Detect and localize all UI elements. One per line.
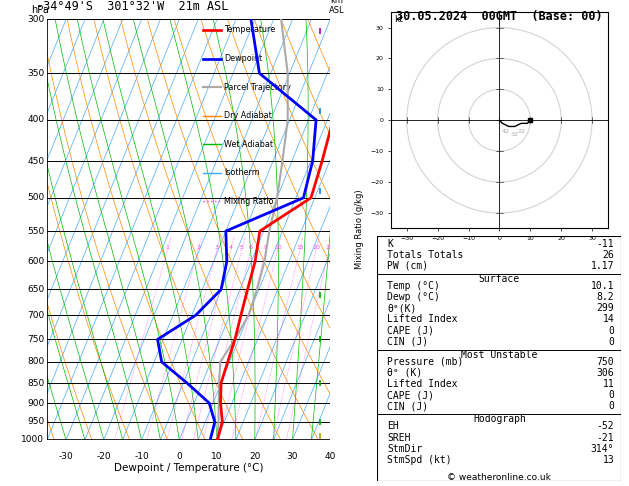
Text: 750: 750 (27, 335, 44, 344)
Text: 314°: 314° (591, 444, 614, 454)
Text: 500: 500 (27, 193, 44, 202)
Text: 600: 600 (27, 257, 44, 266)
Text: CIN (J): CIN (J) (387, 401, 428, 411)
Text: 3: 3 (215, 244, 219, 250)
Text: 400: 400 (27, 115, 44, 124)
Text: Parcel Trajectory: Parcel Trajectory (224, 83, 291, 92)
Text: 0: 0 (608, 337, 614, 347)
Text: 32: 32 (511, 132, 519, 137)
Text: 450: 450 (27, 156, 44, 166)
Text: 306: 306 (596, 368, 614, 378)
Text: Wet Adiabat: Wet Adiabat (224, 140, 273, 149)
Text: Isotherm: Isotherm (224, 168, 260, 177)
Text: -34°49'S  301°32'W  21m ASL: -34°49'S 301°32'W 21m ASL (36, 0, 228, 13)
Text: 1.17: 1.17 (591, 261, 614, 271)
Text: 0: 0 (608, 401, 614, 411)
Text: 15: 15 (296, 244, 304, 250)
Text: 0: 0 (176, 452, 182, 461)
Text: 20: 20 (249, 452, 260, 461)
Text: Surface: Surface (479, 274, 520, 284)
Text: θᵉ (K): θᵉ (K) (387, 368, 423, 378)
Text: CAPE (J): CAPE (J) (387, 326, 434, 335)
Text: K: K (387, 239, 393, 248)
Text: CAPE (J): CAPE (J) (387, 390, 434, 400)
Text: -10: -10 (134, 452, 149, 461)
Text: Hodograph: Hodograph (473, 414, 526, 424)
Text: 26: 26 (603, 250, 614, 260)
Text: 350: 350 (27, 69, 44, 78)
Text: kt: kt (394, 15, 403, 24)
Text: Dewpoint / Temperature (°C): Dewpoint / Temperature (°C) (114, 463, 264, 473)
Text: 10: 10 (211, 452, 223, 461)
Text: 300: 300 (27, 15, 44, 24)
Text: hPa: hPa (31, 5, 50, 15)
Text: 42: 42 (501, 129, 509, 134)
Text: 40: 40 (325, 452, 336, 461)
Text: 0: 0 (608, 326, 614, 335)
Text: -21: -21 (596, 433, 614, 443)
Text: Mixing Ratio: Mixing Ratio (224, 197, 274, 206)
Text: 800: 800 (27, 357, 44, 366)
Text: 950: 950 (27, 417, 44, 426)
Text: SREH: SREH (387, 433, 411, 443)
Text: 10.1: 10.1 (591, 281, 614, 291)
Text: StmDir: StmDir (387, 444, 423, 454)
Text: 22: 22 (517, 129, 525, 134)
Text: Dewpoint: Dewpoint (224, 54, 262, 63)
Text: Temp (°C): Temp (°C) (387, 281, 440, 291)
Text: Totals Totals: Totals Totals (387, 250, 464, 260)
Text: -11: -11 (596, 239, 614, 248)
Text: Temperature: Temperature (224, 25, 276, 35)
Text: 550: 550 (27, 226, 44, 236)
Text: 14: 14 (603, 314, 614, 324)
Text: 0: 0 (608, 390, 614, 400)
Text: CIN (J): CIN (J) (387, 337, 428, 347)
Text: 1: 1 (165, 244, 170, 250)
Text: Mixing Ratio (g/kg): Mixing Ratio (g/kg) (355, 190, 364, 269)
Text: 700: 700 (27, 311, 44, 320)
Text: 10: 10 (274, 244, 282, 250)
Text: PW (cm): PW (cm) (387, 261, 428, 271)
Text: 6: 6 (249, 244, 253, 250)
Text: 1000: 1000 (21, 435, 44, 444)
Text: 4: 4 (229, 244, 233, 250)
Text: 750: 750 (596, 357, 614, 367)
Text: 30: 30 (287, 452, 298, 461)
Text: 900: 900 (27, 399, 44, 408)
Text: Lifted Index: Lifted Index (387, 379, 458, 389)
Text: 850: 850 (27, 379, 44, 387)
Text: km
ASL: km ASL (328, 0, 344, 15)
Text: 11: 11 (603, 379, 614, 389)
Text: 5: 5 (240, 244, 244, 250)
Text: Pressure (mb): Pressure (mb) (387, 357, 464, 367)
Text: 650: 650 (27, 285, 44, 294)
Text: 20: 20 (312, 244, 320, 250)
Text: 299: 299 (596, 303, 614, 313)
Text: -52: -52 (596, 421, 614, 432)
Text: 8: 8 (264, 244, 268, 250)
Text: 2: 2 (196, 244, 200, 250)
Text: EH: EH (387, 421, 399, 432)
Text: -20: -20 (96, 452, 111, 461)
Text: -30: -30 (58, 452, 74, 461)
Text: 13: 13 (603, 455, 614, 465)
Text: θᵉ(K): θᵉ(K) (387, 303, 416, 313)
Text: Dry Adiabat: Dry Adiabat (224, 111, 272, 120)
Text: 8.2: 8.2 (596, 292, 614, 302)
Text: © weatheronline.co.uk: © weatheronline.co.uk (447, 473, 552, 482)
Text: Dewp (°C): Dewp (°C) (387, 292, 440, 302)
Text: StmSpd (kt): StmSpd (kt) (387, 455, 452, 465)
Text: LCL: LCL (331, 432, 347, 441)
Text: Lifted Index: Lifted Index (387, 314, 458, 324)
Text: 25: 25 (325, 244, 333, 250)
Text: Most Unstable: Most Unstable (461, 349, 538, 360)
Text: 30.05.2024  00GMT  (Base: 00): 30.05.2024 00GMT (Base: 00) (396, 10, 603, 23)
